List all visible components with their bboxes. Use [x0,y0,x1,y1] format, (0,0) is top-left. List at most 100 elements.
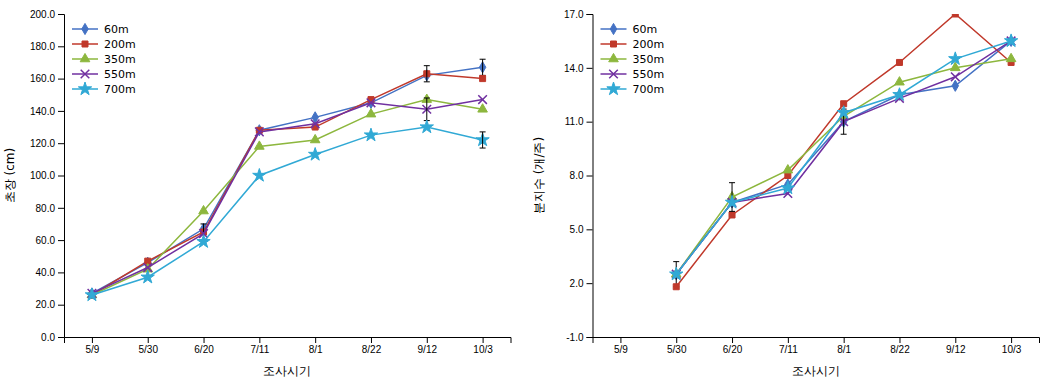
legend: 60m200m350m550m700m [72,23,136,96]
point [141,270,154,283]
point [311,120,320,129]
axis-line [587,15,594,338]
point [197,235,210,248]
point [310,134,320,142]
point [895,77,905,85]
legend-label: 350m [633,53,665,66]
tick-mark [58,79,64,80]
legend-marker [78,82,91,95]
legend-label: 200m [104,38,136,51]
y-tick: 17.0 [564,9,592,20]
legend-label: 550m [633,68,665,81]
x-axis: 5/95/306/207/118/18/229/1210/3 [65,337,512,355]
tick-mark [58,240,64,241]
x-tick: 9/12 [418,337,438,355]
x-tick: 6/20 [723,337,743,355]
error-stem [482,59,483,75]
tick-label: 10/3 [1002,344,1022,355]
legend-marker [82,23,88,34]
tick-label: 7/11 [779,344,798,355]
tick-mark [315,337,316,343]
tick-mark [58,143,64,144]
error-bar [424,98,430,121]
tick-label: 5/30 [667,344,687,355]
legend-item: 60m [601,23,658,36]
point [478,104,488,112]
tick-mark [587,68,593,69]
tick-label: 10/3 [473,344,493,355]
x-tick: 5/30 [138,337,158,355]
x-tick: 7/11 [779,337,798,355]
x-axis: 5/95/306/207/118/18/229/1210/3 [593,337,1040,355]
tick-mark [58,305,64,306]
error-bar [424,66,430,82]
tick-label: 9/12 [946,344,966,355]
series [670,34,1018,280]
tick-mark [427,337,428,343]
tick-mark [587,229,593,230]
line [92,67,483,293]
error-cap [729,182,735,183]
point [364,128,377,141]
error-bar [480,59,486,75]
legend-item: 350m [72,53,136,66]
tick-mark [58,111,64,112]
legend: 60m200m350m550m700m [601,23,665,96]
tick-label: 7/11 [250,344,269,355]
axis-line [58,15,65,338]
line [92,100,483,295]
y-tick: -1.0 [566,332,592,343]
line [92,74,483,295]
series [89,66,486,298]
y-tick: 100.0 [30,170,64,181]
y-tick: 0.0 [41,332,64,343]
x-axis-title: 조사시기 [792,364,840,378]
plot-area [85,59,489,300]
point [1004,34,1017,47]
point [366,109,376,117]
legend-label: 60m [633,23,658,36]
error-cap [480,148,486,149]
error-cap [201,223,207,224]
legend-item: 700m [72,82,136,96]
y-tick: 140.0 [30,106,64,117]
tick-mark [788,337,789,343]
series [671,53,1015,277]
tick-label: 11.0 [565,116,584,127]
error-cap [841,134,847,135]
tick-mark [58,337,64,338]
legend-label: 200m [633,38,665,51]
tick-label: 5.0 [570,224,584,235]
tick-label: 8/22 [890,344,910,355]
point [729,212,735,218]
error-cap [424,81,430,82]
point [949,52,962,65]
axis-line [593,338,1040,344]
tick-label: 140.0 [30,106,55,117]
x-tick: 5/9 [85,337,99,355]
series [88,95,487,297]
tick-label: 180.0 [30,41,55,52]
tick-mark [58,176,64,177]
tick-label: 14.0 [564,63,584,74]
axis-line [65,338,512,344]
point [199,205,209,213]
line [676,41,1011,274]
tick-label: 17.0 [564,9,584,20]
legend-item: 550m [601,68,665,81]
tick-mark [58,208,64,209]
y-tick: 2.0 [570,278,593,289]
y-tick: 120.0 [30,138,64,149]
tick-label: 5/9 [85,344,99,355]
point [253,169,266,182]
legend-marker [82,41,88,47]
legend-marker [609,70,618,79]
x-tick: 8/1 [309,337,323,355]
x-tick: 8/22 [362,337,382,355]
x-tick: 10/3 [1002,337,1022,355]
series [85,120,489,301]
line [676,41,1011,274]
y-axis-title: 초장 (cm) [3,148,17,203]
legend-label: 350m [104,53,136,66]
legend-marker [611,41,617,47]
